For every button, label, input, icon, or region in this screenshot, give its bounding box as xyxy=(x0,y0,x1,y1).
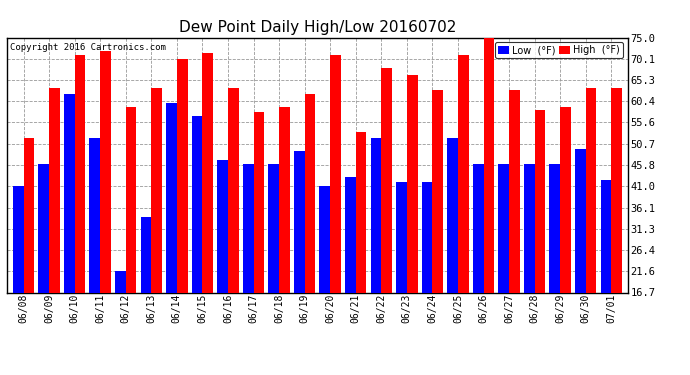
Bar xyxy=(90,138,100,292)
Bar xyxy=(202,53,213,292)
Bar xyxy=(151,88,162,292)
Bar xyxy=(141,217,151,292)
Bar xyxy=(371,138,382,292)
Bar xyxy=(217,160,228,292)
Bar xyxy=(253,112,264,292)
Bar xyxy=(484,33,494,292)
Bar xyxy=(422,182,433,292)
Bar xyxy=(23,138,34,292)
Bar xyxy=(319,186,331,292)
Bar xyxy=(382,68,392,292)
Bar xyxy=(49,88,60,292)
Bar xyxy=(75,55,86,292)
Bar xyxy=(407,75,417,292)
Bar xyxy=(549,164,560,292)
Bar xyxy=(473,164,484,292)
Text: Copyright 2016 Cartronics.com: Copyright 2016 Cartronics.com xyxy=(10,43,166,52)
Bar xyxy=(498,164,509,292)
Bar xyxy=(13,186,23,292)
Bar xyxy=(600,180,611,292)
Bar xyxy=(192,116,202,292)
Bar xyxy=(586,88,596,292)
Bar xyxy=(524,164,535,292)
Bar xyxy=(458,55,469,292)
Bar xyxy=(509,90,520,292)
Bar xyxy=(447,138,458,292)
Bar xyxy=(126,108,137,292)
Bar xyxy=(433,90,443,292)
Bar xyxy=(243,164,253,292)
Bar xyxy=(575,149,586,292)
Bar xyxy=(64,94,75,292)
Bar xyxy=(304,94,315,292)
Bar xyxy=(611,88,622,292)
Legend: Low  (°F), High  (°F): Low (°F), High (°F) xyxy=(495,42,623,58)
Bar xyxy=(100,51,111,292)
Bar xyxy=(345,177,356,292)
Bar xyxy=(294,151,304,292)
Bar xyxy=(535,110,545,292)
Bar xyxy=(177,59,188,292)
Bar xyxy=(39,164,49,292)
Bar xyxy=(279,108,290,292)
Bar xyxy=(268,164,279,292)
Bar xyxy=(228,88,239,292)
Bar xyxy=(115,271,126,292)
Bar xyxy=(331,55,341,292)
Bar xyxy=(396,182,407,292)
Bar xyxy=(560,108,571,292)
Bar xyxy=(166,103,177,292)
Bar xyxy=(356,132,366,292)
Title: Dew Point Daily High/Low 20160702: Dew Point Daily High/Low 20160702 xyxy=(179,20,456,35)
